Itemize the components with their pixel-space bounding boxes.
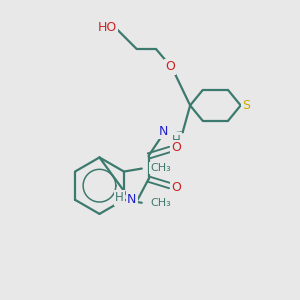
Text: O: O bbox=[172, 141, 182, 154]
Text: CH₃: CH₃ bbox=[151, 163, 171, 173]
Text: O: O bbox=[172, 181, 182, 194]
Text: HO: HO bbox=[98, 21, 117, 34]
Text: N: N bbox=[159, 125, 168, 138]
Text: CH₃: CH₃ bbox=[151, 198, 171, 208]
Text: N: N bbox=[127, 193, 136, 206]
Text: H: H bbox=[115, 191, 124, 204]
Text: S: S bbox=[242, 99, 250, 112]
Text: H: H bbox=[172, 134, 181, 147]
Text: O: O bbox=[165, 60, 175, 73]
